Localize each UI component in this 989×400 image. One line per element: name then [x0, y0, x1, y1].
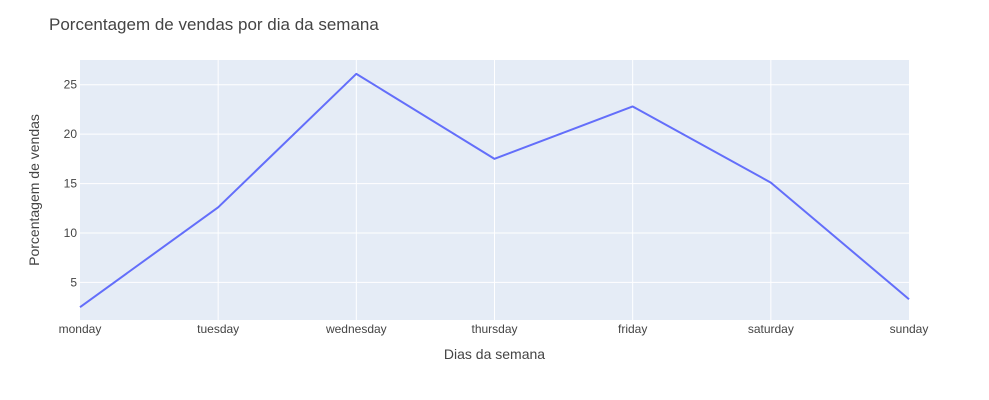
x-tick-label: friday: [618, 322, 647, 336]
y-axis-ticks: 5 10 15 20 25: [64, 78, 78, 290]
x-tick-label: thursday: [471, 322, 517, 336]
y-tick-label: 15: [64, 177, 78, 191]
x-tick-label: tuesday: [197, 322, 239, 336]
series-group: [79, 72, 910, 308]
y-tick-label: 20: [64, 127, 78, 141]
y-axis-title: Porcentagem de vendas: [26, 114, 42, 266]
y-tick-label: 5: [70, 275, 77, 289]
x-tick-label: saturday: [748, 322, 794, 336]
y-tick-label: 25: [64, 78, 78, 92]
chart-title: Porcentagem de vendas por dia da semana: [49, 15, 379, 34]
y-tick-label: 10: [64, 226, 78, 240]
x-axis-title: Dias da semana: [444, 346, 545, 362]
series-line: [79, 72, 910, 308]
grid-lines: [80, 60, 909, 320]
x-tick-label: sunday: [890, 322, 929, 336]
x-axis-ticks: monday tuesday wednesday thursday friday satu…: [59, 322, 929, 336]
x-tick-label: monday: [59, 322, 102, 336]
x-tick-label: wednesday: [325, 322, 387, 336]
